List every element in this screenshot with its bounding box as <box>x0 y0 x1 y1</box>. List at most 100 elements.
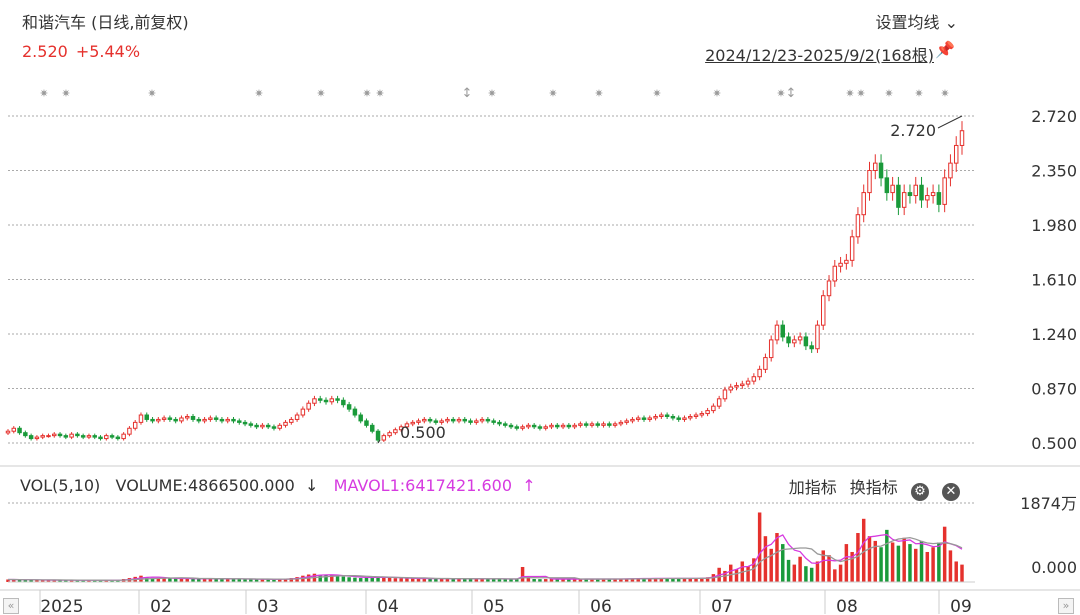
volume-bar <box>919 540 924 582</box>
candle-body <box>364 420 369 426</box>
volume-bar <box>92 580 97 582</box>
volume-bar <box>278 579 282 582</box>
last-price: 2.520 <box>22 42 68 61</box>
volume-bar <box>214 578 218 582</box>
event-marker-icon: ✷ <box>487 87 496 100</box>
volume-bar <box>341 576 346 582</box>
volume-bar <box>624 578 629 582</box>
candle-body <box>335 398 340 401</box>
candle-body <box>745 380 751 385</box>
volume-bar <box>827 555 831 582</box>
candle-body <box>179 417 184 422</box>
candle-body <box>109 435 115 438</box>
volume-bar <box>445 578 450 582</box>
volume-bar <box>694 578 698 582</box>
candle-body <box>370 424 375 432</box>
candle-body <box>398 426 404 431</box>
volume-bar <box>682 578 687 582</box>
volume-bar <box>937 542 941 582</box>
candle-body <box>873 162 878 171</box>
event-marker-icon: ✷ <box>776 87 785 100</box>
volume-value: VOLUME:4866500.000 <box>115 476 295 495</box>
volume-bar <box>942 526 947 582</box>
candle-body <box>387 432 392 437</box>
candle-body <box>144 414 149 420</box>
close-icon[interactable]: ✕ <box>942 483 960 501</box>
candle-body <box>948 162 953 179</box>
candle-body <box>40 435 45 438</box>
candle-body <box>953 144 959 164</box>
candle-body <box>549 424 554 428</box>
scroll-right-button[interactable]: » <box>1058 598 1074 614</box>
volume-bar <box>81 580 85 582</box>
volume-bar <box>173 578 178 582</box>
candle-body <box>219 418 225 422</box>
candle-body <box>283 421 288 426</box>
price-display: 2.520 +5.44% <box>22 42 148 61</box>
candle-body <box>462 418 467 422</box>
candle-body <box>173 418 178 422</box>
candle-body <box>653 415 658 419</box>
date-range[interactable]: 2024/12/23-2025/9/2(168根) <box>705 46 934 65</box>
ma-setting-button[interactable]: 设置均线 ⌄ <box>875 9 958 33</box>
candle-body <box>578 423 583 426</box>
x-tick-label: 05 <box>483 597 505 615</box>
volume-bar <box>474 578 479 582</box>
volume-bar <box>12 579 16 582</box>
volume-bar <box>168 578 172 582</box>
candle-body <box>826 280 832 297</box>
pin-icon[interactable]: 📌 <box>935 40 955 59</box>
volume-bar <box>58 580 62 582</box>
candle-body <box>647 417 653 420</box>
volume-bar <box>64 580 68 582</box>
candle-body <box>323 399 329 403</box>
volume-bar <box>861 518 866 582</box>
volume-bar <box>254 579 259 582</box>
event-marker-icon: ✷ <box>362 87 371 100</box>
candle-body <box>688 415 693 419</box>
volume-bar <box>370 577 374 582</box>
volume-bar <box>69 580 74 582</box>
candle-body <box>202 418 207 422</box>
candle-body <box>329 398 335 403</box>
candle-body <box>734 385 739 388</box>
y-tick-label: 2.350 <box>1031 162 1077 181</box>
candle-body <box>138 414 144 423</box>
candle-body <box>121 433 126 440</box>
event-marker-icon: ✷ <box>375 87 384 100</box>
annotation-label: 0.500 <box>400 423 446 442</box>
volume-bar <box>295 577 299 582</box>
candle-body <box>271 426 277 429</box>
candle-body <box>352 408 358 416</box>
volume-bar <box>769 548 773 582</box>
volume-bar <box>902 537 906 582</box>
add-indicator-button[interactable]: 加指标 <box>788 478 837 497</box>
candle-body <box>566 424 572 428</box>
candle-body <box>468 420 473 423</box>
volume-bar <box>260 579 265 582</box>
event-marker-icon: ✷ <box>594 87 603 100</box>
volume-bar <box>786 559 791 582</box>
candle-body <box>242 421 248 425</box>
volume-bar <box>584 579 588 582</box>
candle-body <box>861 192 866 216</box>
switch-indicator-button[interactable]: 换指标 <box>849 478 898 497</box>
volume-bar <box>844 544 849 582</box>
candle-body <box>248 423 254 426</box>
candle-body <box>699 413 705 416</box>
volume-bar <box>358 578 363 582</box>
volume-bar <box>619 578 623 582</box>
volume-bar <box>179 578 184 582</box>
scroll-left-button[interactable]: « <box>3 598 19 614</box>
ma-setting-label: 设置均线 <box>875 13 940 32</box>
gear-icon[interactable]: ⚙ <box>910 483 929 501</box>
candle-body <box>450 418 456 422</box>
candle-body <box>358 414 363 422</box>
volume-bar <box>237 578 242 582</box>
candle-body <box>439 420 444 423</box>
candle-body <box>75 433 80 437</box>
volume-bar <box>486 578 490 582</box>
volume-bar <box>272 579 276 582</box>
candle-body <box>682 417 687 420</box>
